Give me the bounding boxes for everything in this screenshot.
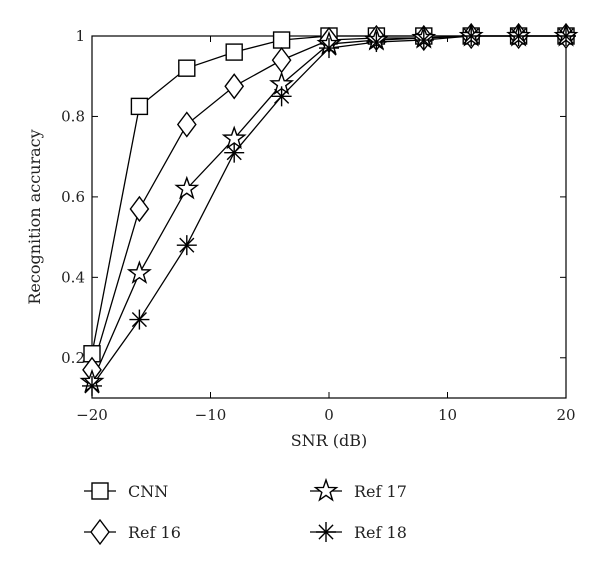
series-markers-ref-18 [82,26,576,396]
data-point-ref-17 [126,260,152,284]
legend-marker-ref-18 [316,522,336,542]
series-line-ref-16 [91,35,566,371]
data-point-cnn [272,31,291,49]
legend-marker-cnn [91,482,109,500]
x-tick-label: −20 [76,406,108,424]
y-tick-label: 0.8 [61,107,85,125]
legend-marker-ref-17 [313,477,339,502]
data-point-ref-18 [556,26,576,46]
asterisk-stroke [226,145,242,161]
data-point-ref-18 [271,86,292,107]
data-point-ref-18 [366,32,387,53]
legend-label: CNN [128,482,168,501]
data-point-ref-18 [82,375,102,396]
data-point-ref-18 [176,235,197,256]
legend-label: Ref 18 [354,523,407,542]
legend-item-ref-16: Ref 16 [84,518,181,546]
x-tick-label: 20 [556,406,575,424]
x-tick-label: −10 [195,406,227,424]
asterisk-stroke [368,34,384,50]
legend-label: Ref 17 [354,482,407,501]
data-point-ref-18 [224,142,245,163]
legend-item-ref-17: Ref 17 [310,477,407,502]
y-tick-label: 1 [75,27,85,45]
y-tick-label: 0.4 [61,268,85,286]
x-axis-label: SNR (dB) [291,431,368,450]
asterisk-stroke [84,378,100,394]
y-tick-label: 0.6 [61,188,85,206]
series-markers-ref-16 [82,22,576,384]
data-point-ref-18 [129,309,150,330]
series-line-ref-18 [91,35,566,387]
data-point-cnn [225,43,243,61]
y-tick-label: 0.2 [61,349,85,367]
axis-ticks: −20 −10 0 10 20 0.2 0.4 0.6 0.8 1 [61,27,575,424]
legend-label: Ref 16 [128,523,181,542]
plot-frame [91,35,567,399]
asterisk-stroke [318,524,334,540]
asterisk-stroke [558,28,574,44]
data-point-ref-18 [413,30,434,51]
asterisk-stroke [463,28,479,44]
x-tick-label: 10 [438,406,457,424]
x-tick-label: 0 [324,406,334,424]
asterisk-stroke [416,32,432,48]
asterisk-stroke [321,40,337,56]
series-line-cnn [91,35,566,354]
data-point-ref-16 [176,111,197,138]
data-point-ref-16 [224,73,245,100]
y-axis-label: Recognition accuracy [25,129,44,304]
data-point-cnn [178,59,196,77]
data-point-ref-18 [461,26,482,46]
legend: CNN Ref 16 Ref 17 Ref 18 [84,477,407,546]
data-point-ref-17 [174,175,200,200]
series-layer [79,22,579,396]
asterisk-stroke [274,88,290,104]
series-markers-ref-17 [79,22,579,393]
legend-marker-ref-16 [90,518,110,546]
legend-item-ref-18: Ref 18 [310,522,407,542]
data-point-ref-16 [271,46,292,74]
legend-item-cnn: CNN [84,482,168,501]
asterisk-stroke [511,28,527,44]
data-point-cnn [130,97,149,116]
data-point-ref-18 [508,26,529,46]
asterisk-stroke [179,237,195,253]
data-point-ref-18 [319,38,339,59]
data-point-ref-16 [129,195,150,223]
series-markers-cnn [83,27,575,363]
asterisk-stroke [131,312,147,328]
